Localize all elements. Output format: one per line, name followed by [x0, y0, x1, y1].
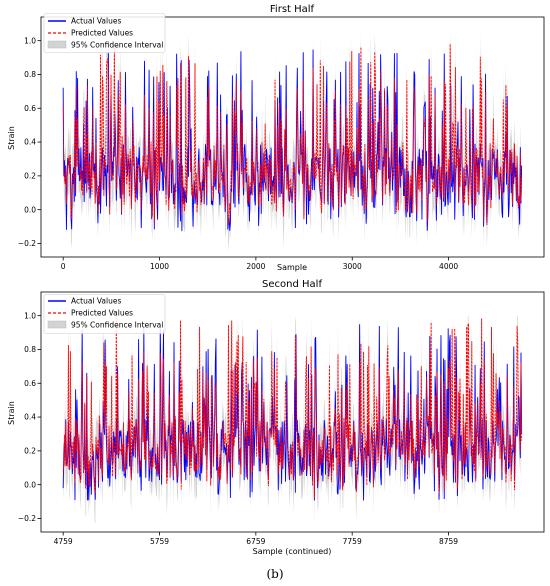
y-axis: −0.2 0.0 0.2 0.4 0.6 0.8 1.0 [18, 36, 41, 248]
plot-area [62, 32, 523, 252]
axes-frame [40, 16, 545, 258]
x-tick-label: 7759 [343, 537, 362, 546]
legend: Actual Values Predicted Values 95% Confi… [43, 294, 166, 334]
legend-swatch-ci [47, 320, 67, 329]
legend-box [43, 13, 166, 53]
legend-label-ci: 95% Confidence Interval [71, 41, 163, 50]
y-tick-label: 0.0 [24, 480, 36, 489]
x-tick-label: 2000 [246, 262, 265, 271]
y-axis: −0.2 0.0 0.2 0.4 0.6 0.8 1.0 [18, 311, 41, 523]
chart-second-half: Second Half 4759 5759 6759 7759 8759 −0.2 0.0… [7, 279, 545, 556]
chart-title: First Half [270, 4, 315, 15]
x-axis: 0 1000 2000 3000 4000 [61, 257, 458, 271]
y-tick-label: 0.4 [24, 138, 36, 147]
y-tick-label: 1.0 [24, 36, 36, 45]
x-tick-label: 3000 [343, 262, 362, 271]
legend-label-predicted: Predicted Values [71, 309, 133, 318]
chart-first-half: First Half 0 1000 2000 3000 4000 −0.2 0.0 0.2 0… [7, 4, 545, 272]
x-tick-label: 5759 [150, 537, 169, 546]
y-tick-label: −0.2 [18, 239, 36, 248]
chart-title: Second Half [262, 279, 322, 290]
series-actual-line [62, 324, 523, 501]
y-tick-label: 0.4 [24, 413, 36, 422]
legend-box [43, 294, 166, 334]
x-tick-label: 4000 [439, 262, 458, 271]
y-tick-label: 0.2 [24, 446, 36, 455]
y-tick-label: −0.2 [18, 514, 36, 523]
legend-label-predicted: Predicted Values [71, 29, 133, 38]
series-predicted-line [62, 44, 523, 226]
legend: Actual Values Predicted Values 95% Confi… [43, 13, 166, 53]
y-tick-label: 1.0 [24, 311, 36, 320]
x-tick-label: 6759 [246, 537, 265, 546]
x-axis-label: Sample [277, 263, 307, 272]
y-tick-label: 0.8 [24, 70, 36, 79]
legend-label-actual: Actual Values [71, 17, 121, 26]
y-tick-label: 0.6 [24, 379, 36, 388]
legend-label-ci: 95% Confidence Interval [71, 321, 163, 330]
plot-area [62, 315, 523, 527]
x-tick-label: 0 [61, 262, 66, 271]
x-tick-label: 1000 [150, 262, 169, 271]
figure-caption: (b) [266, 567, 283, 581]
legend-label-actual: Actual Values [71, 297, 121, 306]
y-axis-label: Strain [7, 126, 16, 150]
y-tick-label: 0.2 [24, 171, 36, 180]
y-tick-label: 0.8 [24, 345, 36, 354]
x-tick-label: 4759 [54, 537, 73, 546]
x-axis: 4759 5759 6759 7759 8759 [54, 532, 458, 546]
x-tick-label: 8759 [439, 537, 458, 546]
x-axis-label: Sample (continued) [253, 547, 332, 556]
axes-frame [40, 291, 545, 533]
y-tick-label: 0.0 [24, 205, 36, 214]
series-predicted-line [62, 317, 523, 499]
y-tick-label: 0.6 [24, 104, 36, 113]
legend-swatch-ci [47, 40, 67, 49]
y-axis-label: Strain [7, 401, 16, 425]
